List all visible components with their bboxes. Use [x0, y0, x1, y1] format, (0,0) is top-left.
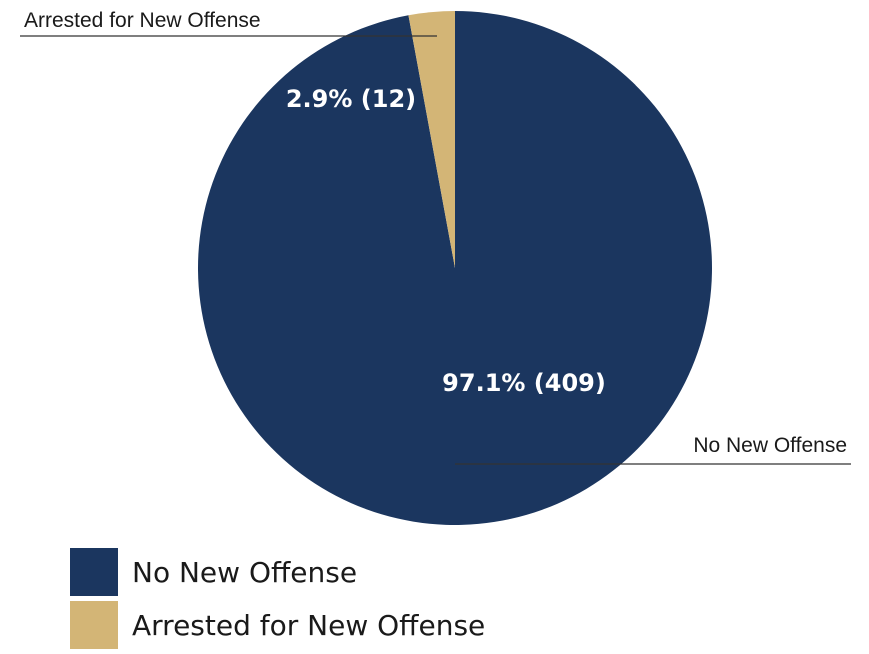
callout-label-arrested: Arrested for New Offense — [24, 9, 261, 32]
legend-item-arrested: Arrested for New Offense — [70, 601, 485, 649]
legend-item-no-new-offense: No New Offense — [70, 548, 485, 596]
legend: No New Offense Arrested for New Offense — [70, 548, 485, 654]
callout-label-no-new-offense: No New Offense — [693, 434, 847, 457]
pie-slices — [197, 11, 712, 526]
pie-slice-arrested-for-new-offense — [408, 11, 455, 268]
pie-slice-no-new-offense — [197, 11, 712, 526]
legend-swatch-no-new-offense — [70, 548, 118, 596]
legend-swatch-arrested — [70, 601, 118, 649]
slice-label-arrested: 2.9% (12) — [286, 85, 416, 113]
slice-label-no-new-offense: 97.1% (409) — [442, 369, 606, 397]
legend-label-no-new-offense: No New Offense — [132, 555, 358, 589]
legend-label-arrested: Arrested for New Offense — [132, 608, 486, 642]
